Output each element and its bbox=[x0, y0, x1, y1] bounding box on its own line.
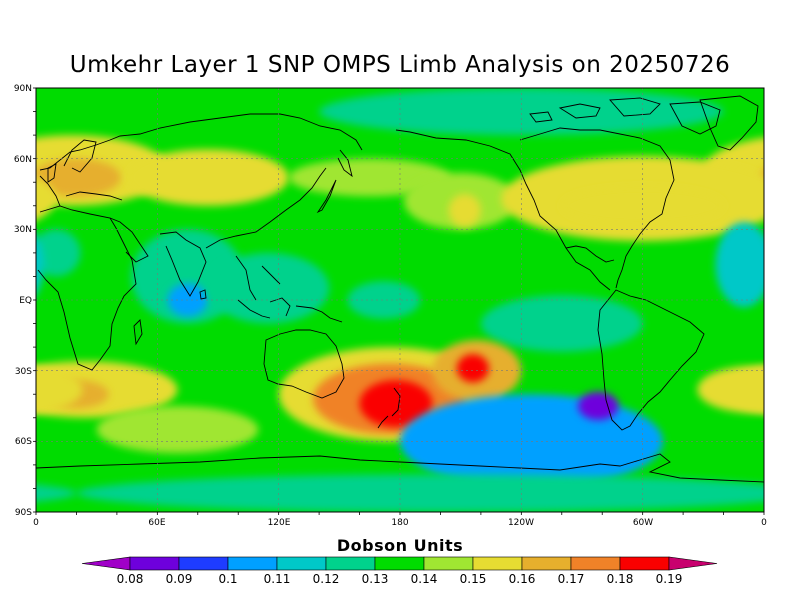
colorbar-tick-label: 0.1 bbox=[218, 572, 237, 586]
ozone-blob-9 bbox=[36, 229, 81, 277]
colorbar-tick-label: 0.08 bbox=[117, 572, 144, 586]
colorbar-box-4 bbox=[325, 556, 376, 571]
ozone-blob-17-wrap1 bbox=[772, 380, 800, 408]
coast-newzealand bbox=[377, 387, 401, 429]
ozone-blob-26 bbox=[577, 391, 619, 421]
ozone-blob-2 bbox=[127, 149, 289, 206]
ozone-blob-5 bbox=[448, 194, 481, 227]
coastlines bbox=[36, 95, 764, 483]
coast-madagascar bbox=[133, 319, 143, 346]
lon-label-0-east: 0 bbox=[761, 518, 767, 528]
ozone-blob-15 bbox=[715, 222, 764, 308]
coast-arctic-islands bbox=[529, 97, 721, 135]
coast-north-america bbox=[395, 127, 675, 291]
colorbar-tick-label: 0.13 bbox=[362, 572, 389, 586]
colorbar-tick-label: 0.15 bbox=[460, 572, 487, 586]
lat-label-90n: 90N bbox=[14, 84, 32, 94]
lat-label-60n: 60N bbox=[14, 155, 32, 165]
ozone-blob-8 bbox=[319, 88, 724, 136]
colorbar-box-8 bbox=[521, 556, 572, 571]
coast-europe bbox=[39, 175, 123, 207]
map-title: Umkehr Layer 1 SNP OMPS Limb Analysis on… bbox=[69, 52, 731, 78]
coast-australia bbox=[263, 329, 345, 399]
colorbar-low-arrow bbox=[81, 556, 131, 571]
ozone-blob-15-wrap2 bbox=[36, 235, 45, 295]
lon-label-60e: 60E bbox=[148, 518, 165, 528]
lat-label-30n: 30N bbox=[14, 225, 32, 235]
ozone-blob-22 bbox=[359, 380, 433, 428]
ozone-blob-18 bbox=[697, 365, 764, 414]
coast-srilanka bbox=[199, 289, 207, 300]
colorbar-box-1 bbox=[178, 556, 229, 571]
lat-label-60s: 60S bbox=[15, 437, 32, 447]
coast-scandinavia bbox=[63, 139, 97, 173]
ozone-blob-1 bbox=[36, 158, 121, 197]
ozone-blob-7 bbox=[561, 186, 724, 225]
ozone-blob-27 bbox=[76, 474, 764, 512]
lon-label-60w: 60W bbox=[633, 518, 653, 528]
colorbar-box-10 bbox=[619, 556, 670, 571]
ozone-blob-19 bbox=[96, 406, 259, 454]
ozone-blob-27-wrap2 bbox=[36, 484, 77, 502]
colorbar bbox=[81, 556, 718, 571]
ozone-blob-1-wrap1 bbox=[759, 169, 764, 186]
coast-se-asia bbox=[205, 167, 327, 301]
coast-greenland bbox=[699, 95, 759, 151]
coast-india bbox=[159, 231, 207, 297]
ozone-blob-14 bbox=[480, 295, 643, 352]
colorbar-box-5 bbox=[374, 556, 425, 571]
colorbar-tick-label: 0.17 bbox=[558, 572, 585, 586]
coast-kamchatka bbox=[337, 149, 353, 178]
ozone-blob-6-wrap2 bbox=[36, 176, 57, 221]
coast-gulf-mexico bbox=[565, 245, 615, 263]
lon-label-0: 0 bbox=[33, 518, 39, 528]
ozone-blob-13 bbox=[347, 281, 421, 319]
coast-south-america bbox=[597, 289, 705, 431]
gridlines bbox=[36, 88, 764, 512]
colorbar-tick-label: 0.14 bbox=[411, 572, 438, 586]
colorbar-tick-label: 0.18 bbox=[607, 572, 634, 586]
colorbar-box-3 bbox=[276, 556, 327, 571]
colorbar-tick-label: 0.11 bbox=[264, 572, 291, 586]
coast-africa bbox=[37, 205, 137, 371]
lat-label-eq: EQ bbox=[19, 296, 32, 306]
coast-eurasia-north bbox=[39, 113, 363, 171]
colorbar-box-7 bbox=[472, 556, 523, 571]
axis-ticks bbox=[33, 87, 765, 515]
colorbar-box-6 bbox=[423, 556, 474, 571]
coast-japan bbox=[316, 179, 337, 214]
coast-antarctica bbox=[36, 453, 764, 483]
lat-label-30s: 30S bbox=[15, 367, 32, 377]
colorbar-high-arrow bbox=[668, 556, 718, 571]
coast-arabia bbox=[109, 217, 149, 263]
ozone-blob-3 bbox=[288, 158, 451, 197]
lon-label-120e: 120E bbox=[268, 518, 291, 528]
colorbar-box-2 bbox=[227, 556, 278, 571]
colorbar-tick-label: 0.16 bbox=[509, 572, 536, 586]
ozone-blob-24 bbox=[456, 354, 489, 383]
colorbar-labels: 0.08 0.09 0.1 0.11 0.12 0.13 0.14 0.15 0.16 0.17 0… bbox=[117, 572, 683, 586]
colorbar-tick-label: 0.19 bbox=[656, 572, 683, 586]
lat-label-90s: 90S bbox=[15, 508, 32, 518]
ozone-blob-9-wrap1 bbox=[759, 239, 764, 266]
lon-label-120w: 120W bbox=[508, 518, 534, 528]
colorbar-tick-label: 0.09 bbox=[166, 572, 193, 586]
ozone-blob-18-wrap2 bbox=[36, 366, 83, 413]
colorbar-tick-label: 0.12 bbox=[313, 572, 340, 586]
colorbar-box-0 bbox=[129, 556, 180, 571]
coast-britain bbox=[47, 163, 57, 183]
colorbar-title: Dobson Units bbox=[336, 536, 464, 555]
plot-area bbox=[36, 88, 800, 512]
lon-label-180: 180 bbox=[391, 518, 408, 528]
ozone-blob-12 bbox=[207, 252, 330, 324]
colorbar-box-9 bbox=[570, 556, 621, 571]
